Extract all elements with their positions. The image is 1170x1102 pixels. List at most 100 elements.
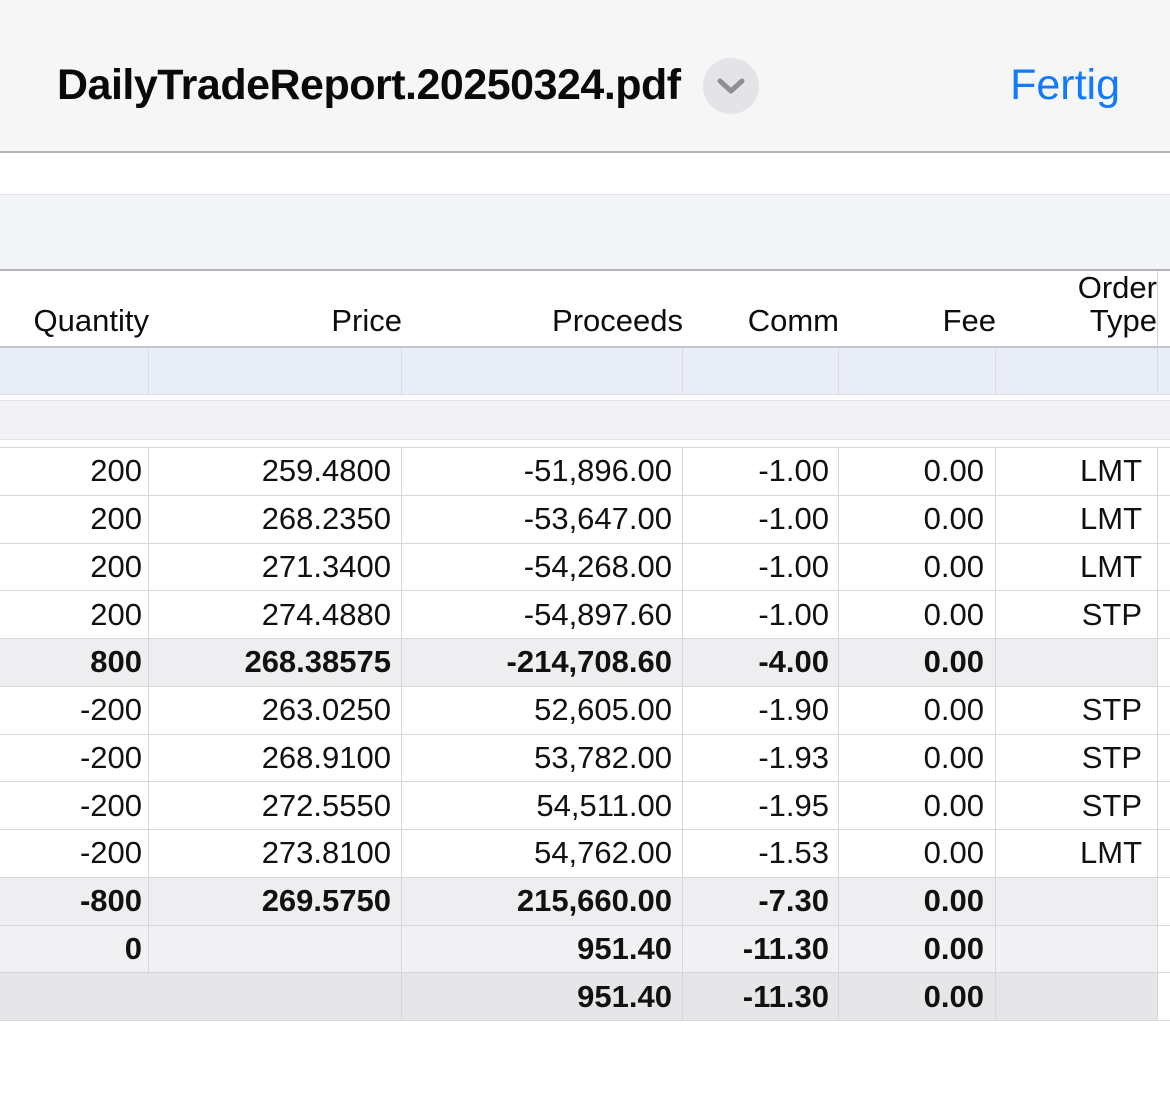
header-fee: Fee bbox=[942, 303, 996, 339]
cell-proceeds: 215,660.00 bbox=[402, 877, 683, 925]
header-quantity: Quantity bbox=[33, 303, 149, 339]
cell-comm: -1.95 bbox=[683, 782, 839, 829]
cell-comm: -11.30 bbox=[683, 925, 839, 973]
cell-proceeds: 52,605.00 bbox=[402, 686, 683, 734]
cell-proceeds: 951.40 bbox=[402, 973, 683, 1020]
cell-comm: -11.30 bbox=[683, 973, 839, 1020]
table-row: -200 272.5550 54,511.00 -1.95 0.00 STP bbox=[0, 782, 1170, 830]
cell-proceeds: -214,708.60 bbox=[402, 639, 683, 686]
cell-proceeds: -53,647.00 bbox=[402, 495, 683, 543]
cell-price: 273.8100 bbox=[149, 830, 402, 877]
cell-quantity: 800 bbox=[0, 639, 149, 686]
cell-proceeds: -54,268.00 bbox=[402, 543, 683, 591]
cell-fee: 0.00 bbox=[839, 830, 996, 877]
cell-comm: -7.30 bbox=[683, 877, 839, 925]
cell-order-type: LMT bbox=[996, 830, 1158, 877]
cell-fee: 0.00 bbox=[839, 686, 996, 734]
pdf-preview-content[interactable]: Quantity Price Proceeds Comm Fee Order T… bbox=[0, 194, 1170, 1021]
cell-price bbox=[149, 925, 402, 973]
cell-order-type: LMT bbox=[996, 448, 1158, 495]
cell-quantity: 0 bbox=[0, 925, 149, 973]
cell-price: 268.38575 bbox=[149, 639, 402, 686]
cell-price bbox=[149, 973, 402, 1020]
cell-fee: 0.00 bbox=[839, 877, 996, 925]
cell-order-type bbox=[996, 925, 1158, 973]
table-row: 200 274.4880 -54,897.60 -1.00 0.00 STP bbox=[0, 591, 1170, 639]
cell-proceeds: -51,896.00 bbox=[402, 448, 683, 495]
cell-comm: -1.93 bbox=[683, 734, 839, 782]
cell-price: 269.5750 bbox=[149, 877, 402, 925]
chevron-down-icon bbox=[717, 78, 745, 93]
cell-order-type bbox=[996, 973, 1158, 1020]
cell-quantity: 200 bbox=[0, 448, 149, 495]
header-order-type: Order Type bbox=[996, 271, 1158, 346]
cell-order-type: STP bbox=[996, 686, 1158, 734]
cell-price: 268.9100 bbox=[149, 734, 402, 782]
cell-proceeds: 54,762.00 bbox=[402, 830, 683, 877]
table-row: -200 268.9100 53,782.00 -1.93 0.00 STP bbox=[0, 734, 1170, 783]
cell-comm: -1.00 bbox=[683, 495, 839, 543]
header-sliver bbox=[1158, 271, 1170, 346]
cell-order-type: STP bbox=[996, 734, 1158, 782]
header-price: Price bbox=[331, 303, 402, 339]
title-dropdown-button[interactable] bbox=[702, 57, 759, 114]
cell-order-type: LMT bbox=[996, 543, 1158, 591]
cell-fee: 0.00 bbox=[839, 639, 996, 686]
cell-price: 271.3400 bbox=[149, 543, 402, 591]
cell-comm: -1.90 bbox=[683, 686, 839, 734]
table-row-net-position: 0 951.40 -11.30 0.00 bbox=[0, 925, 1170, 974]
cell-proceeds: 53,782.00 bbox=[402, 734, 683, 782]
cell-quantity: -200 bbox=[0, 686, 149, 734]
section-highlight-band bbox=[0, 348, 1170, 395]
cell-quantity: -800 bbox=[0, 877, 149, 925]
cell-quantity: 200 bbox=[0, 495, 149, 543]
cell-proceeds: 951.40 bbox=[402, 925, 683, 973]
cell-quantity: 200 bbox=[0, 543, 149, 591]
cell-comm: -1.53 bbox=[683, 830, 839, 877]
cell-proceeds: -54,897.60 bbox=[402, 591, 683, 638]
trades-table: 200 259.4800 -51,896.00 -1.00 0.00 LMT 2… bbox=[0, 447, 1170, 1021]
header-order-type-line1: Order bbox=[1077, 270, 1157, 306]
table-row-subtotal-sell: -800 269.5750 215,660.00 -7.30 0.00 bbox=[0, 877, 1170, 926]
cell-price: 263.0250 bbox=[149, 686, 402, 734]
cell-fee: 0.00 bbox=[839, 543, 996, 591]
cell-fee: 0.00 bbox=[839, 782, 996, 829]
cell-comm: -1.00 bbox=[683, 591, 839, 638]
cell-order-type: LMT bbox=[996, 495, 1158, 543]
document-title: DailyTradeReport.20250324.pdf bbox=[57, 61, 681, 109]
cell-comm: -4.00 bbox=[683, 639, 839, 686]
table-row-grand-total: 951.40 -11.30 0.00 bbox=[0, 973, 1170, 1021]
cell-price: 274.4880 bbox=[149, 591, 402, 638]
cell-price: 272.5550 bbox=[149, 782, 402, 829]
cell-comm: -1.00 bbox=[683, 543, 839, 591]
cell-proceeds: 54,511.00 bbox=[402, 782, 683, 829]
header-proceeds: Proceeds bbox=[552, 303, 683, 339]
cell-price: 259.4800 bbox=[149, 448, 402, 495]
cell-quantity: -200 bbox=[0, 734, 149, 782]
table-row: 200 271.3400 -54,268.00 -1.00 0.00 LMT bbox=[0, 543, 1170, 592]
table-row: -200 263.0250 52,605.00 -1.90 0.00 STP bbox=[0, 686, 1170, 735]
cell-quantity: -200 bbox=[0, 782, 149, 829]
cell-order-type: STP bbox=[996, 782, 1158, 829]
report-header-band bbox=[0, 194, 1170, 269]
table-row-subtotal-buy: 800 268.38575 -214,708.60 -4.00 0.00 bbox=[0, 639, 1170, 687]
cell-quantity bbox=[0, 973, 149, 1020]
cell-comm: -1.00 bbox=[683, 448, 839, 495]
table-header-row: Quantity Price Proceeds Comm Fee Order T… bbox=[0, 269, 1170, 348]
navbar: DailyTradeReport.20250324.pdf Fertig bbox=[0, 0, 1170, 153]
done-button[interactable]: Fertig bbox=[1010, 61, 1120, 109]
cell-fee: 0.00 bbox=[839, 925, 996, 973]
cell-quantity: -200 bbox=[0, 830, 149, 877]
header-order-type-line2: Type bbox=[1089, 303, 1157, 339]
cell-order-type bbox=[996, 877, 1158, 925]
cell-fee: 0.00 bbox=[839, 734, 996, 782]
table-row: -200 273.8100 54,762.00 -1.53 0.00 LMT bbox=[0, 830, 1170, 878]
header-comm: Comm bbox=[747, 303, 839, 339]
cell-quantity: 200 bbox=[0, 591, 149, 638]
table-row: 200 268.2350 -53,647.00 -1.00 0.00 LMT bbox=[0, 495, 1170, 544]
cell-order-type: STP bbox=[996, 591, 1158, 638]
table-row: 200 259.4800 -51,896.00 -1.00 0.00 LMT bbox=[0, 448, 1170, 496]
cell-fee: 0.00 bbox=[839, 591, 996, 638]
cell-fee: 0.00 bbox=[839, 495, 996, 543]
cell-order-type bbox=[996, 639, 1158, 686]
